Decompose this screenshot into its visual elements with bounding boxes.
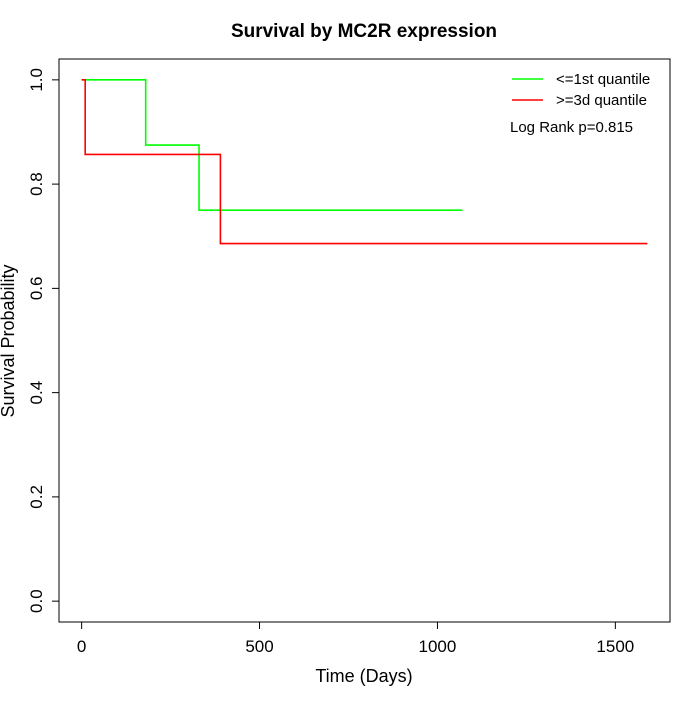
y-axis-label: Survival Probability: [0, 264, 18, 417]
x-tick-label: 1500: [596, 637, 634, 656]
survival-curve-1: [81, 79, 463, 211]
y-tick-label: 0.2: [27, 485, 46, 509]
x-axis: 0 500 1000 1500: [77, 621, 634, 656]
x-tick-label: 0: [77, 637, 86, 656]
y-axis: 0.0 0.2 0.4 0.6 0.8 1.0: [27, 68, 60, 613]
x-tick-label: 500: [245, 637, 273, 656]
x-axis-label: Time (Days): [315, 666, 412, 686]
chart-title: Survival by MC2R expression: [231, 21, 497, 42]
legend-label: >=3d quantile: [556, 92, 647, 109]
legend-label: <=1st quantile: [556, 71, 650, 88]
series-layer: [81, 79, 648, 245]
y-tick-label: 0.4: [27, 381, 46, 405]
y-tick-label: 1.0: [27, 68, 46, 92]
y-tick-label: 0.0: [27, 589, 46, 613]
y-tick-label: 0.8: [27, 172, 46, 196]
log-rank-annotation: Log Rank p=0.815: [510, 119, 633, 136]
legend: <=1st quantile >=3d quantile: [512, 71, 650, 109]
y-tick-label: 0.6: [27, 277, 46, 301]
x-tick-label: 1000: [419, 637, 457, 656]
survival-curve-2: [81, 79, 648, 245]
